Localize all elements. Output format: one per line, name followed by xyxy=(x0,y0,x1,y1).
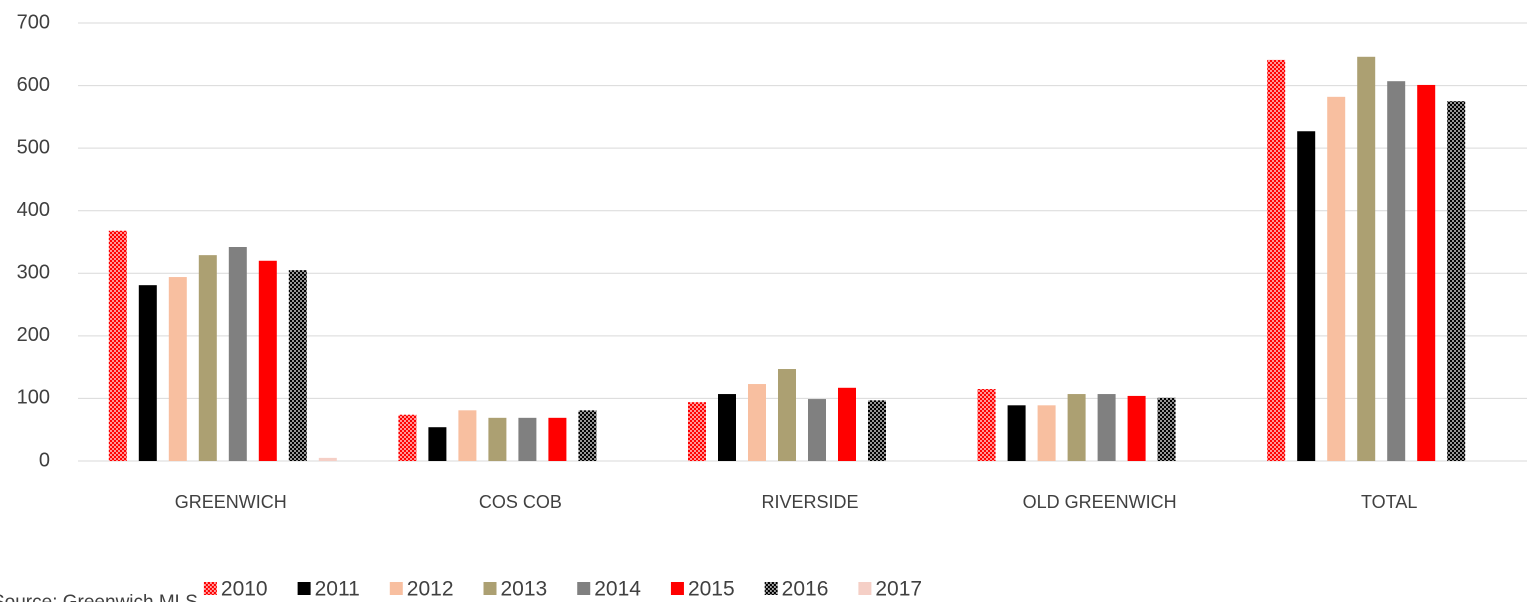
bar xyxy=(1267,59,1286,461)
legend-swatch xyxy=(858,582,872,595)
bar xyxy=(1297,131,1316,461)
y-tick-label: 300 xyxy=(17,262,50,284)
x-tick-label: OLD GREENWICH xyxy=(1023,492,1177,512)
legend-swatch xyxy=(389,582,403,595)
bar xyxy=(868,400,886,461)
source-note: Source: Greenwich MLS xyxy=(0,592,198,602)
bar xyxy=(138,285,157,461)
legend-label: 2017 xyxy=(875,578,922,601)
bar xyxy=(1387,81,1406,461)
legend-swatch xyxy=(577,582,591,595)
x-tick-label: RIVERSIDE xyxy=(761,492,858,512)
legend: 2010 2011 2012 2013 2014 2015 2016 2017 xyxy=(203,578,922,601)
legend-swatch xyxy=(203,582,217,595)
bar xyxy=(1417,84,1436,462)
legend-label: 2015 xyxy=(688,578,735,601)
bar xyxy=(1097,394,1116,461)
bar xyxy=(1007,405,1026,461)
bar xyxy=(258,260,277,461)
bar xyxy=(518,417,537,461)
bar xyxy=(1447,101,1466,461)
bar xyxy=(838,387,856,461)
y-tick-label: 400 xyxy=(17,199,50,221)
bar xyxy=(1357,56,1376,461)
bar xyxy=(458,410,477,461)
bar xyxy=(228,247,247,461)
y-tick-label: 100 xyxy=(17,387,50,409)
legend-label: 2013 xyxy=(501,578,548,601)
y-tick-label: 700 xyxy=(17,11,50,33)
bar xyxy=(108,230,127,461)
bar xyxy=(977,389,996,461)
bar xyxy=(718,394,736,461)
bar xyxy=(748,384,766,461)
bar xyxy=(1127,395,1146,461)
bar xyxy=(318,457,337,461)
legend-swatch xyxy=(483,582,497,595)
bar xyxy=(1067,394,1086,461)
bar xyxy=(1327,96,1346,461)
x-tick-label: GREENWICH xyxy=(175,492,287,512)
y-tick-label: 600 xyxy=(17,74,50,96)
legend-label: 2016 xyxy=(782,578,829,601)
legend-label: 2010 xyxy=(221,578,268,601)
bar xyxy=(198,255,217,461)
legend-swatch xyxy=(764,582,778,595)
bar xyxy=(488,417,507,461)
bar xyxy=(1157,397,1176,461)
bar xyxy=(398,414,417,461)
bar xyxy=(288,270,307,461)
legend-label: 2012 xyxy=(407,578,454,601)
bar xyxy=(168,277,187,461)
bar xyxy=(778,369,796,461)
y-tick-label: 500 xyxy=(17,136,50,158)
x-tick-label: COS COB xyxy=(479,492,562,512)
y-tick-label: 0 xyxy=(39,449,50,471)
legend-swatch xyxy=(297,582,311,595)
legend-swatch xyxy=(670,582,684,595)
legend-label: 2014 xyxy=(594,578,641,601)
bar xyxy=(1037,405,1056,461)
legend-label: 2011 xyxy=(315,578,360,601)
bar xyxy=(548,417,567,461)
bar xyxy=(688,402,706,461)
y-tick-label: 200 xyxy=(17,324,50,346)
x-tick-label: TOTAL xyxy=(1361,492,1417,512)
bar xyxy=(428,427,447,461)
bar xyxy=(808,399,826,461)
bar xyxy=(578,410,597,461)
